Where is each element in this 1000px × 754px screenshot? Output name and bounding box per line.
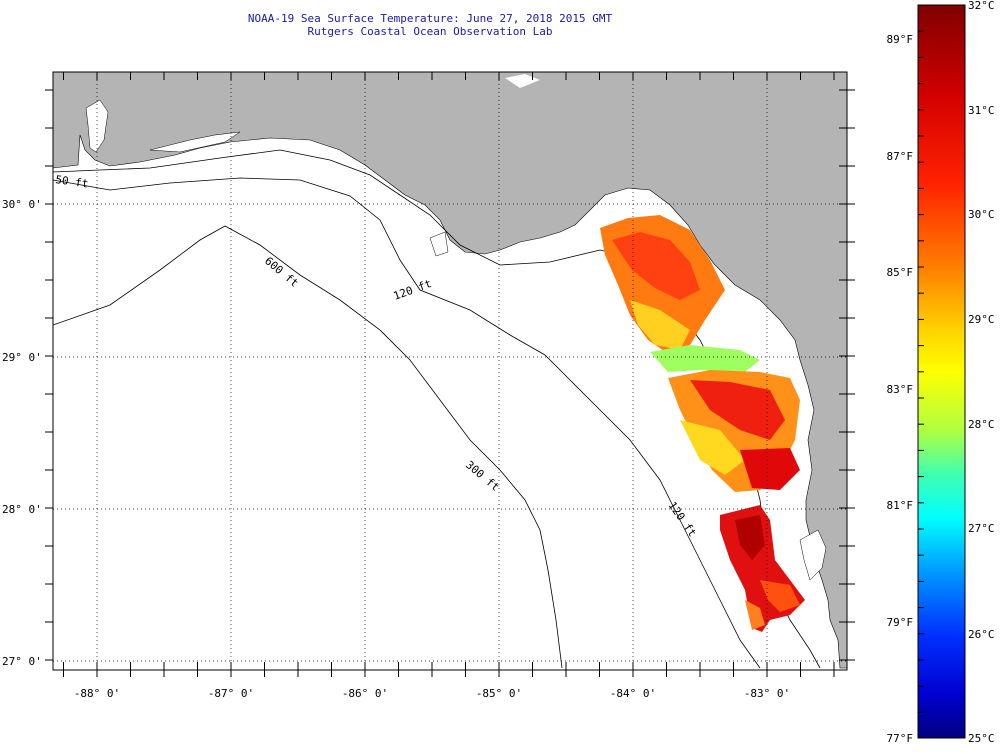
cb-c-28: 28°C — [968, 418, 995, 431]
cb-c-31: 31°C — [968, 104, 995, 117]
cb-f-79: 79°F — [887, 616, 914, 629]
lon-label-85: -85° 0' — [476, 687, 522, 700]
lon-label-86: -86° 0' — [342, 687, 388, 700]
lat-label-30: 30° 0' — [2, 198, 42, 211]
lat-label-28: 28° 0' — [2, 503, 42, 516]
map-subtitle: Rutgers Coastal Ocean Observation Lab — [307, 25, 553, 38]
cb-f-77: 77°F — [887, 732, 914, 745]
lon-label-87: -87° 0' — [208, 687, 254, 700]
cb-c-27: 27°C — [968, 522, 995, 535]
lake-cutout — [505, 74, 540, 88]
cb-f-89: 89°F — [887, 33, 914, 46]
map-title: NOAA-19 Sea Surface Temperature: June 27… — [247, 12, 613, 25]
bay-cutout — [429, 231, 449, 257]
lon-label-84: -84° 0' — [610, 687, 656, 700]
map-border — [52, 71, 848, 671]
cb-c-26: 26°C — [968, 628, 995, 641]
lat-label-27: 27° 0' — [2, 655, 42, 668]
contour-label-50: 50 ft — [55, 173, 90, 190]
contour-120ft — [53, 177, 761, 669]
axis-ticks — [45, 72, 855, 677]
lat-label-29: 29° 0' — [2, 351, 42, 364]
graticule — [53, 72, 847, 670]
cb-c-29: 29°C — [968, 313, 995, 326]
lon-label-88: -88° 0' — [74, 687, 120, 700]
cb-c-25: 25°C — [968, 732, 995, 745]
bay-cutout — [85, 99, 109, 153]
cb-f-85: 85°F — [887, 266, 914, 279]
cb-f-83: 83°F — [887, 383, 914, 396]
contour-600ft — [53, 225, 563, 669]
cb-c-32: 32°C — [968, 0, 995, 12]
cb-c-30: 30°C — [968, 208, 995, 221]
colorbar — [917, 4, 966, 739]
bay-cutout — [799, 529, 827, 581]
colorbar-ticks — [918, 4, 924, 713]
lon-label-83: -83° 0' — [744, 687, 790, 700]
cb-f-81: 81°F — [887, 499, 914, 512]
cb-f-87: 87°F — [887, 150, 914, 163]
bay-cutout — [149, 131, 241, 153]
